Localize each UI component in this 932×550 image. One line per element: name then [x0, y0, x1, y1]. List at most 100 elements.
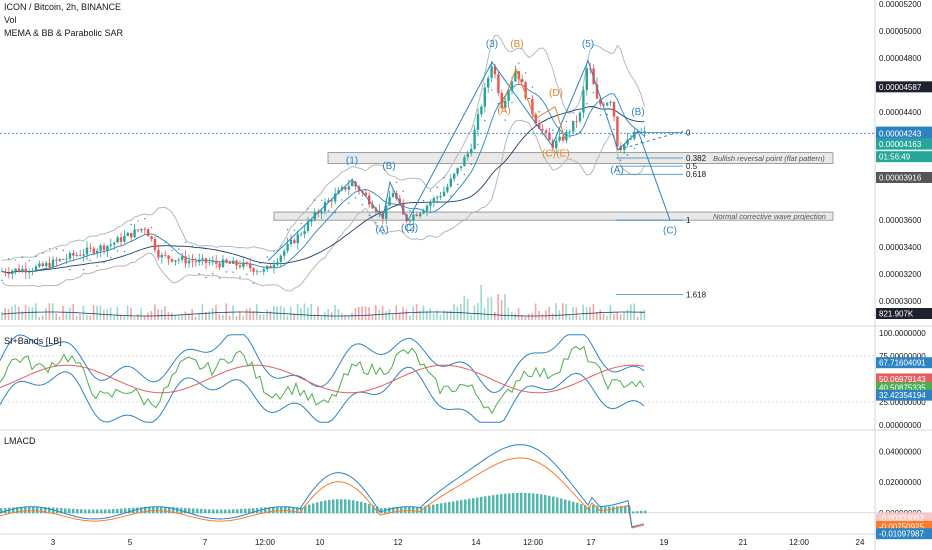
volume-bar — [235, 316, 238, 320]
candle-body — [565, 131, 568, 141]
sar-dot — [21, 256, 24, 259]
macd-histogram-bar — [580, 504, 583, 514]
macd-histogram-bar — [268, 507, 271, 514]
volume-bar — [300, 308, 302, 320]
macd-histogram-bar — [60, 508, 63, 514]
macd-histogram-bar — [120, 508, 123, 514]
volume-bar — [592, 304, 595, 320]
volume-bar — [18, 306, 20, 320]
candle-body — [174, 260, 177, 262]
volume-bar — [65, 313, 68, 320]
price-badge-text: 0.00004587 — [879, 83, 922, 92]
candle-body — [609, 101, 612, 103]
macd-histogram-bar — [368, 504, 371, 514]
volume-bar — [517, 308, 520, 320]
macd-histogram-bar — [524, 492, 527, 514]
macd-badge-text: -0.00333062 — [879, 514, 924, 523]
volume-bar — [385, 311, 387, 320]
macd-histogram-bar — [624, 505, 627, 514]
sar-dot — [266, 256, 268, 258]
volume-bar — [126, 305, 129, 320]
candle-body — [238, 265, 242, 267]
candle-body — [242, 262, 245, 267]
fib-level-label: 0 — [686, 128, 691, 137]
si-tick: 0.00000000 — [879, 421, 922, 430]
macd-histogram-bar — [348, 499, 351, 514]
sar-dot — [368, 214, 370, 217]
volume-bar — [99, 305, 102, 320]
macd-histogram-bar — [392, 507, 395, 514]
macd-histogram-bar — [44, 507, 47, 514]
candle-body — [68, 252, 72, 259]
macd-badge-text: -0.00750925 — [879, 522, 924, 531]
volume-bar — [375, 305, 377, 320]
candle-body — [31, 270, 34, 272]
macd-histogram-bar — [40, 506, 43, 514]
volume-bar — [449, 310, 452, 320]
sar-dot — [273, 251, 275, 253]
macd-histogram-bar — [136, 507, 139, 514]
candle-body — [164, 254, 167, 256]
sar-dot — [490, 89, 493, 91]
sar-dot — [402, 190, 404, 192]
macd-histogram-bar — [404, 506, 407, 514]
candle-body — [79, 254, 82, 256]
candle-body — [572, 120, 575, 132]
volume-bar — [626, 309, 629, 320]
candle-body — [391, 193, 395, 198]
candle-body — [24, 268, 27, 273]
candle-body — [398, 198, 401, 205]
candle-body — [208, 262, 211, 264]
chart-title: ICON / Bitcoin, 2h, BINANCE — [4, 2, 122, 12]
sar-dot — [361, 204, 364, 206]
macd-histogram-bar — [316, 502, 319, 514]
candle-body — [255, 271, 259, 273]
wave-path-blue — [267, 59, 671, 262]
macd-histogram-bar — [540, 494, 543, 514]
volume-bar — [524, 316, 527, 320]
candle-body — [351, 181, 354, 187]
sar-dot — [62, 249, 64, 252]
volume-bar — [171, 312, 173, 320]
volume-bar — [198, 313, 200, 320]
sar-dot — [626, 154, 629, 156]
time-tick: 3 — [51, 538, 56, 547]
candle-body — [487, 77, 490, 88]
volume-bar — [310, 303, 312, 320]
macd-histogram-bar — [568, 500, 571, 514]
wave-label: (A) — [497, 105, 510, 116]
candle-body — [629, 138, 633, 140]
sar-dot — [259, 262, 262, 264]
candle-body — [140, 228, 143, 231]
corrective-projection-note: Normal corrective wave projection — [713, 212, 826, 221]
price-tick: 0.00004800 — [879, 54, 922, 63]
volume-bar — [252, 310, 255, 320]
macd-histogram-bar — [428, 505, 431, 514]
volume-bar — [45, 308, 47, 320]
macd-histogram-bar — [144, 507, 147, 514]
volume-bar — [14, 304, 17, 320]
candle-body — [436, 197, 439, 199]
sar-dot — [89, 259, 92, 262]
macd-histogram-bar — [12, 507, 15, 514]
volume-bar — [551, 313, 554, 320]
candle-body — [130, 232, 133, 238]
volume-bar — [565, 304, 567, 320]
volume-bar — [640, 311, 642, 320]
candle-body — [408, 220, 412, 222]
candle-body — [300, 234, 303, 235]
macd-histogram-bar — [460, 500, 463, 514]
wave-label: (C) — [663, 226, 677, 237]
volume-bar — [395, 305, 397, 320]
macd-histogram-bar — [152, 506, 155, 514]
candle-body — [633, 131, 636, 139]
candle-body — [276, 261, 279, 265]
candle-body — [599, 98, 602, 105]
volume-bar — [140, 308, 142, 320]
macd-histogram-bar — [184, 507, 187, 514]
sar-dot — [348, 202, 350, 205]
candle-body — [89, 247, 92, 249]
volume-bar — [351, 312, 353, 320]
volume-bar — [643, 309, 646, 320]
bb-basis-line — [1, 83, 645, 274]
